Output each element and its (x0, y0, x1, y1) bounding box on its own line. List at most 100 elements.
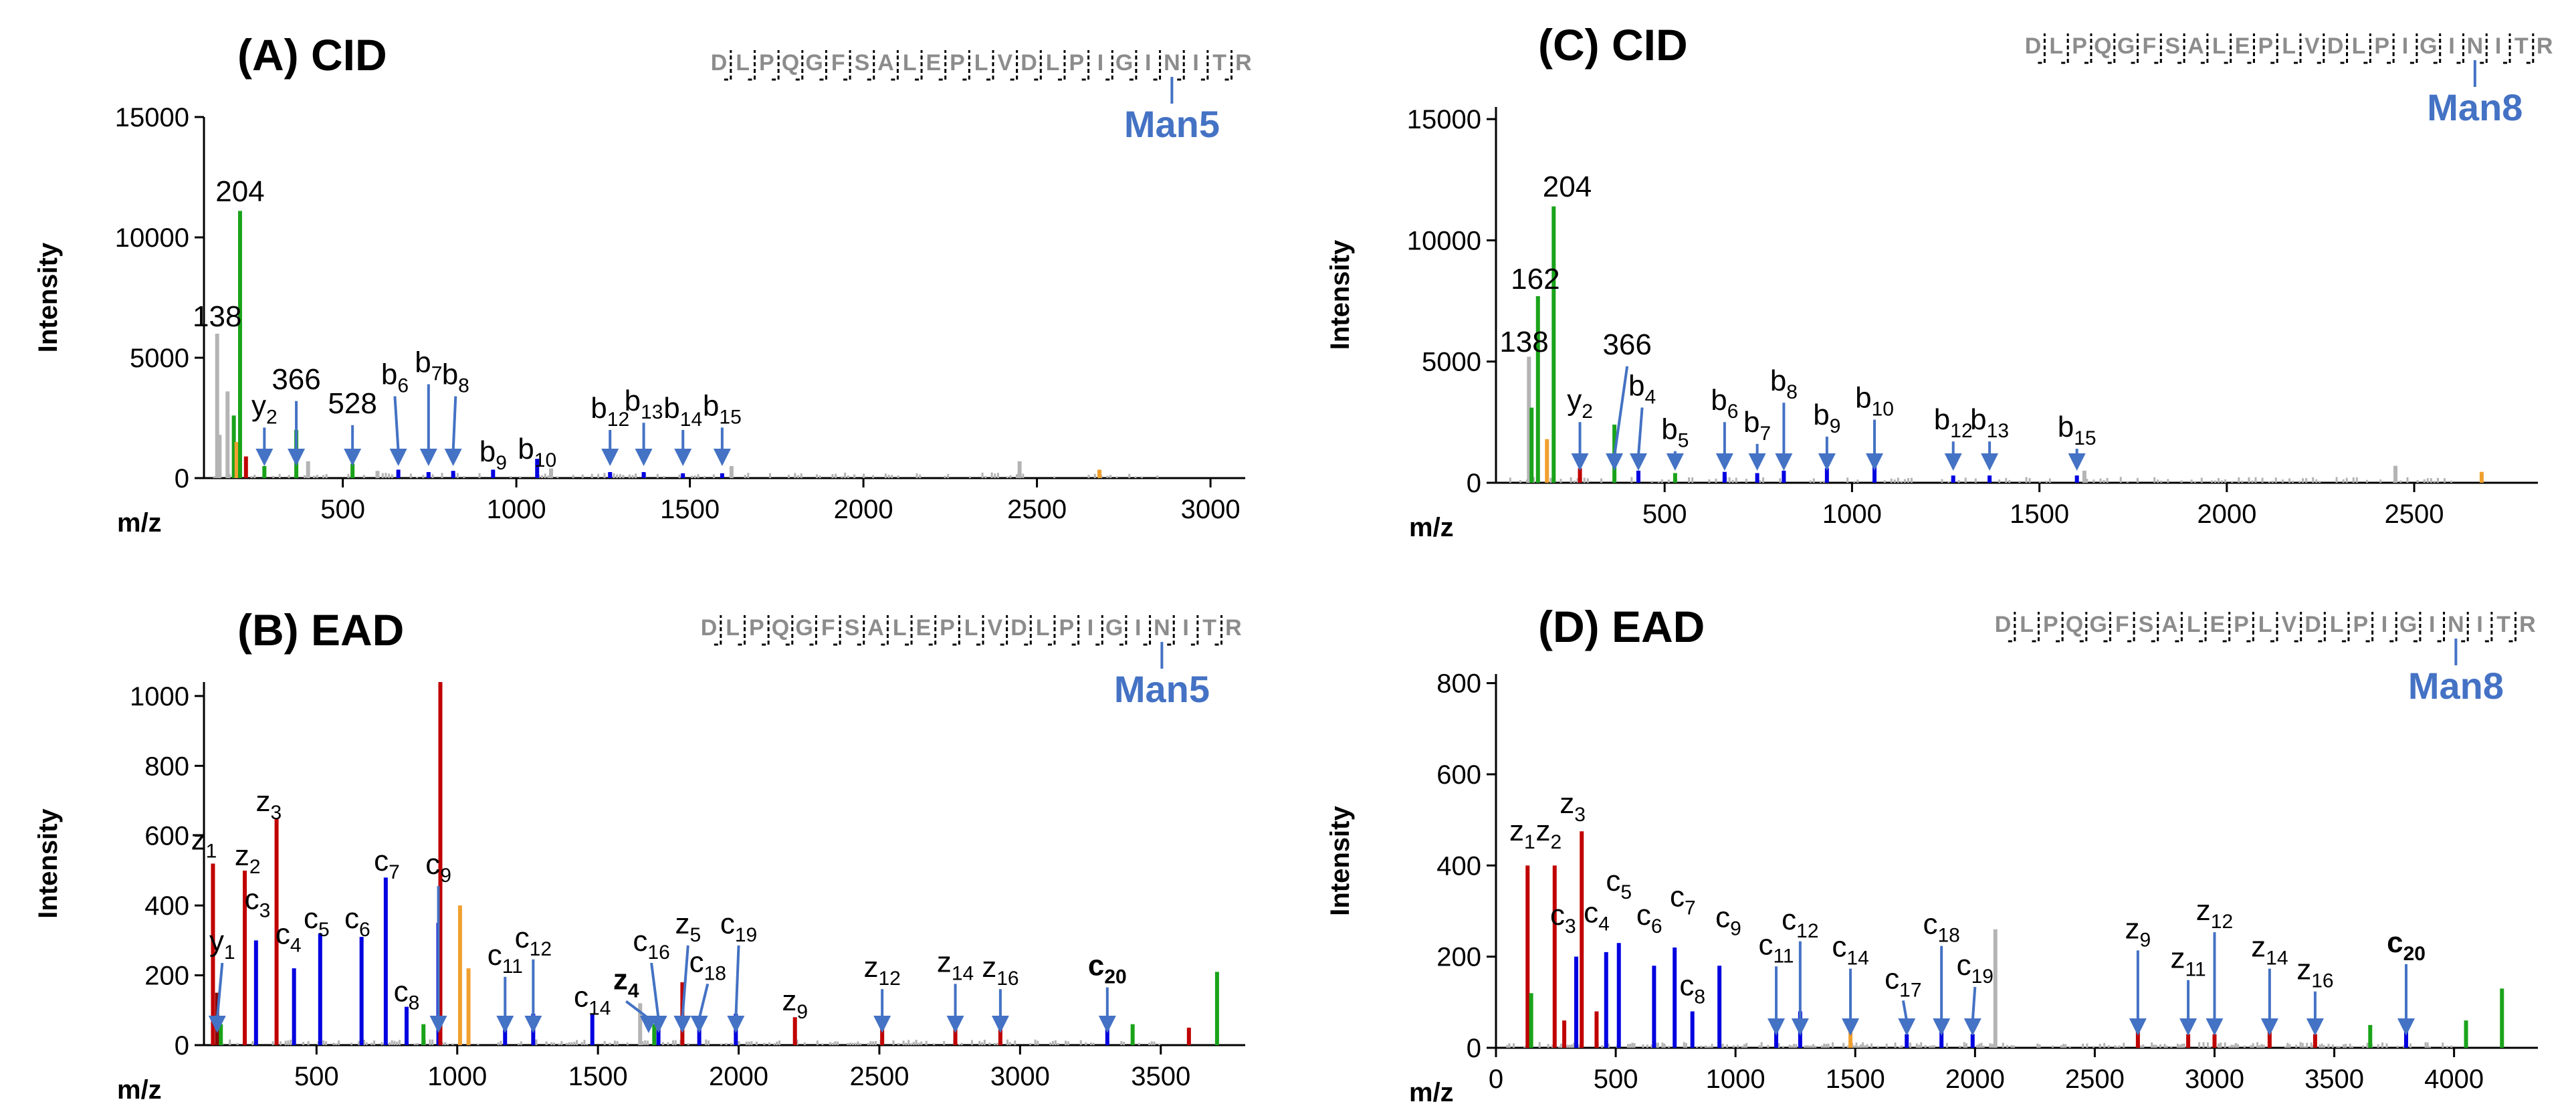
fragment-bracket (2270, 612, 2278, 643)
peak-label: c18 (689, 946, 726, 984)
peak-label-sub: 2 (266, 406, 278, 428)
y-axis-label: Intensity (1325, 806, 1355, 916)
peak-label-base: b (1661, 413, 1677, 446)
peak-label-sub: 2 (1582, 401, 1593, 423)
peak-label-sub: 8 (1786, 381, 1798, 403)
fragment-bracket (2199, 612, 2207, 643)
fragment-bracket (986, 50, 994, 81)
peak-label: c12 (1782, 903, 1818, 942)
sequence-letter: L (1036, 615, 1050, 641)
peak-label: b6 (1711, 384, 1738, 423)
x-tick-label: 2500 (2065, 1065, 2125, 1094)
peak-label-base: c (1758, 928, 1773, 961)
sequence-letter: L (2020, 612, 2034, 637)
peak-label: y2 (1567, 384, 1593, 423)
sequence-letter: L (726, 615, 740, 641)
sequence-letter: I (2429, 612, 2435, 637)
peak-label-sub: 12 (878, 968, 900, 990)
peak-label: b6 (381, 358, 409, 397)
peak-label-sub: 4 (628, 980, 639, 1002)
peak-label: b9 (479, 435, 507, 474)
peak-arrowhead (1775, 453, 1793, 471)
peak-label-sub: 17 (1899, 979, 1921, 1001)
sequence-letter: G (795, 615, 813, 641)
peak-arrow (451, 396, 457, 452)
peak-label-base: c (304, 902, 318, 935)
peak-label-base: c (1923, 908, 1937, 941)
peak-label-sub: 12 (1950, 420, 1972, 442)
peak-label-sub: 6 (397, 375, 409, 397)
peak-label-base: 138 (193, 300, 241, 333)
fragment-bracket (2294, 33, 2302, 64)
fragment-bracket (2032, 612, 2040, 643)
peak-label-sub: 7 (1760, 423, 1772, 445)
sequence-letter: R (1225, 615, 1242, 641)
fragment-bracket (1200, 50, 1209, 81)
peak-label-base: c (276, 918, 290, 951)
peak-label: c7 (374, 845, 400, 883)
peak-label: b12 (1934, 403, 1973, 442)
peak-label: c19 (1957, 949, 1994, 988)
y-tick-label: 0 (1467, 1034, 1481, 1063)
peak-arrow (215, 962, 224, 1019)
peak-label-base: c (344, 902, 359, 935)
sequence-letter: G (805, 50, 823, 76)
y-tick-label: 10000 (115, 223, 189, 253)
fragment-bracket (1224, 50, 1233, 81)
peak-label-base: z (2196, 894, 2211, 927)
fragment-bracket (915, 50, 923, 81)
fragment-bracket (2107, 33, 2116, 64)
peak-label-base: z (982, 951, 996, 984)
peak-arrowhead (1666, 453, 1684, 471)
y-tick-label: 200 (1436, 943, 1481, 972)
peak-label-base: b (1711, 384, 1727, 417)
x-tick-label: 1000 (487, 495, 546, 524)
fragment-bracket (2508, 612, 2517, 643)
sequence-letter: G (2420, 33, 2437, 59)
peak-label-base: c (1782, 903, 1796, 936)
peak-label: b13 (625, 384, 663, 423)
peak-label: c17 (1885, 962, 1921, 1001)
x-tick-label: 1500 (2010, 499, 2069, 529)
sequence-letter: S (2139, 612, 2154, 637)
peak-arrowhead (601, 449, 619, 466)
peak-label-base: z (2171, 942, 2185, 975)
fragment-bracket (2038, 33, 2046, 64)
x-tick-label: 1000 (1822, 499, 1882, 529)
peak-label-base: 366 (1602, 328, 1651, 361)
peak-label: z1 (1509, 814, 1535, 853)
peak-arrowhead (496, 1016, 514, 1033)
peak-label-sub: 7 (431, 363, 443, 385)
sequence-letter: T (1212, 50, 1226, 76)
sequence-letter: Q (2094, 33, 2111, 59)
fragment-bracket (2503, 33, 2511, 64)
sequence-letter: P (2072, 33, 2087, 59)
peak-label: z4 (613, 963, 639, 1002)
x-axis-label: m/z (1409, 1078, 1454, 1107)
fragment-bracket (2127, 612, 2135, 643)
sequence-letter: L (1046, 50, 1060, 76)
sequence-letter: I (1192, 50, 1198, 76)
sequence-letter: L (2282, 33, 2296, 59)
peak-label-base: c (1679, 970, 1694, 1002)
x-tick-label: 0 (1489, 1065, 1503, 1094)
peak-label-base: c (689, 946, 704, 978)
peak-label-sub: 14 (680, 409, 702, 431)
peak-label-sub: 9 (796, 1001, 808, 1023)
peak-label-sub: 7 (389, 861, 400, 883)
peak-label: z14 (937, 946, 974, 984)
peak-label-sub: 12 (607, 409, 629, 431)
fragment-bracket (2526, 33, 2535, 64)
peak-label-base: z (2251, 931, 2266, 964)
x-tick-label: 1500 (660, 495, 720, 524)
peak-label: 366 (272, 363, 320, 396)
x-tick-label: 3000 (990, 1062, 1050, 1091)
peak-arrowhead (1571, 453, 1589, 471)
sequence-letter: E (926, 50, 942, 76)
peak-arrowhead (1791, 1018, 1809, 1036)
fragment-bracket (1000, 615, 1008, 646)
sequence-letter: S (845, 615, 860, 641)
peak-label: z12 (2196, 894, 2233, 933)
peak-arrowhead (2206, 1018, 2224, 1036)
peak-label-base: c (1088, 950, 1104, 982)
